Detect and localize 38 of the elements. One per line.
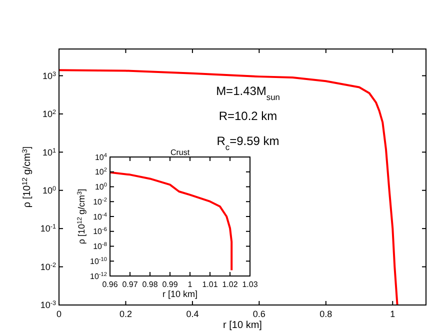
y-tick-label: 10$^{-12}$ (90, 272, 107, 281)
y-tick-label: 10$^{-2}$ (93, 197, 107, 206)
x-axis-title: r [10 km] (223, 320, 262, 331)
y-tick-label: 10$^{-3}$ (40, 300, 56, 310)
y-tick-label: 10$^{2}$ (94, 168, 107, 177)
x-tick-label: 0.97 (122, 280, 138, 289)
y-tick-label: 10$^{-4}$ (93, 212, 107, 222)
annotation: R$_{c}$=9.59 km (216, 134, 280, 152)
x-tick-label: 1 (390, 309, 396, 319)
y-tick-label: 10$^{-6}$ (93, 227, 107, 236)
x-tick-label: 0 (56, 309, 62, 319)
x-tick-label: 1 (188, 280, 193, 289)
y-tick-label: 10$^{-10}$ (90, 256, 107, 266)
chart-title: Crust (170, 148, 190, 157)
x-tick-label: 1.01 (202, 280, 218, 289)
y-tick-label: 10$^{0}$ (94, 182, 107, 192)
x-axis-title: r [10 km] (162, 289, 198, 299)
line-series (110, 171, 233, 272)
x-tick-label: 0.6 (252, 309, 266, 319)
y-tick-label: 10$^{-8}$ (93, 242, 107, 252)
annotation: M=1.43M$_{sun}$ (216, 84, 280, 102)
line-series (59, 69, 398, 305)
y-tick-label: 10$^{4}$ (94, 152, 107, 162)
x-tick-label: 1.02 (222, 280, 238, 289)
annotation: R=10.2 km (218, 109, 278, 123)
y-tick-label: 10$^{3}$ (42, 70, 56, 81)
y-tick-label: 10$^{0}$ (42, 185, 56, 196)
x-tick-label: 0.96 (102, 280, 118, 289)
y-tick-label: 10$^{-2}$ (40, 261, 56, 272)
x-tick-label: 0.4 (186, 309, 199, 319)
x-tick-label: 0.98 (142, 280, 158, 289)
y-tick-label: 10$^{2}$ (42, 108, 56, 120)
x-tick-label: 0.99 (162, 280, 178, 289)
x-tick-label: 0.8 (320, 309, 332, 319)
x-tick-label: 1.03 (242, 280, 258, 289)
y-tick-label: 10$^{1}$ (42, 146, 56, 158)
y-tick-label: 10$^{-1}$ (40, 223, 56, 234)
x-tick-label: 0.2 (119, 309, 132, 319)
